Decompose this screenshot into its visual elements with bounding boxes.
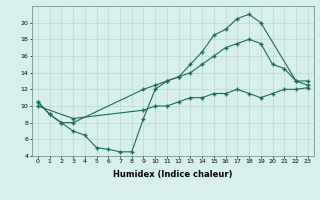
X-axis label: Humidex (Indice chaleur): Humidex (Indice chaleur) [113, 170, 233, 179]
